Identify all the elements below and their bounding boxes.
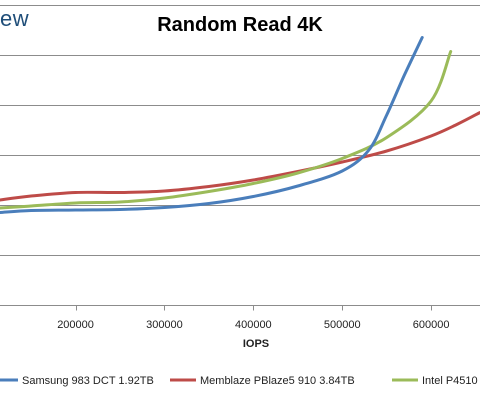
x-tick-label: 500000 bbox=[324, 319, 361, 331]
chart-title: Random Read 4K bbox=[157, 14, 323, 36]
x-tick-label: 300000 bbox=[146, 319, 183, 331]
legend-label: Intel P4510 bbox=[422, 375, 478, 387]
legend: Samsung 983 DCT 1.92TB Memblaze PBlaze5 9… bbox=[0, 375, 478, 387]
legend-label: Memblaze PBlaze5 910 3.84TB bbox=[200, 375, 355, 387]
x-tick-label: 200000 bbox=[57, 319, 94, 331]
series-line-memblaze-pblaze5-910-3-84tb bbox=[0, 111, 480, 202]
x-axis-title: IOPS bbox=[243, 338, 269, 350]
x-tick-labels: 200000 300000 400000 500000 600000 bbox=[57, 319, 449, 331]
axes bbox=[0, 305, 480, 311]
series-line-samsung-983-dct-1-92tb bbox=[0, 36, 424, 214]
legend-label: Samsung 983 DCT 1.92TB bbox=[22, 375, 154, 387]
brand-logo: ew bbox=[0, 6, 30, 31]
x-tick-label: 600000 bbox=[413, 319, 450, 331]
gridlines bbox=[0, 5, 480, 256]
x-tick-label: 400000 bbox=[235, 319, 272, 331]
series-line-intel-p4510 bbox=[0, 50, 453, 210]
series-lines bbox=[0, 36, 480, 214]
